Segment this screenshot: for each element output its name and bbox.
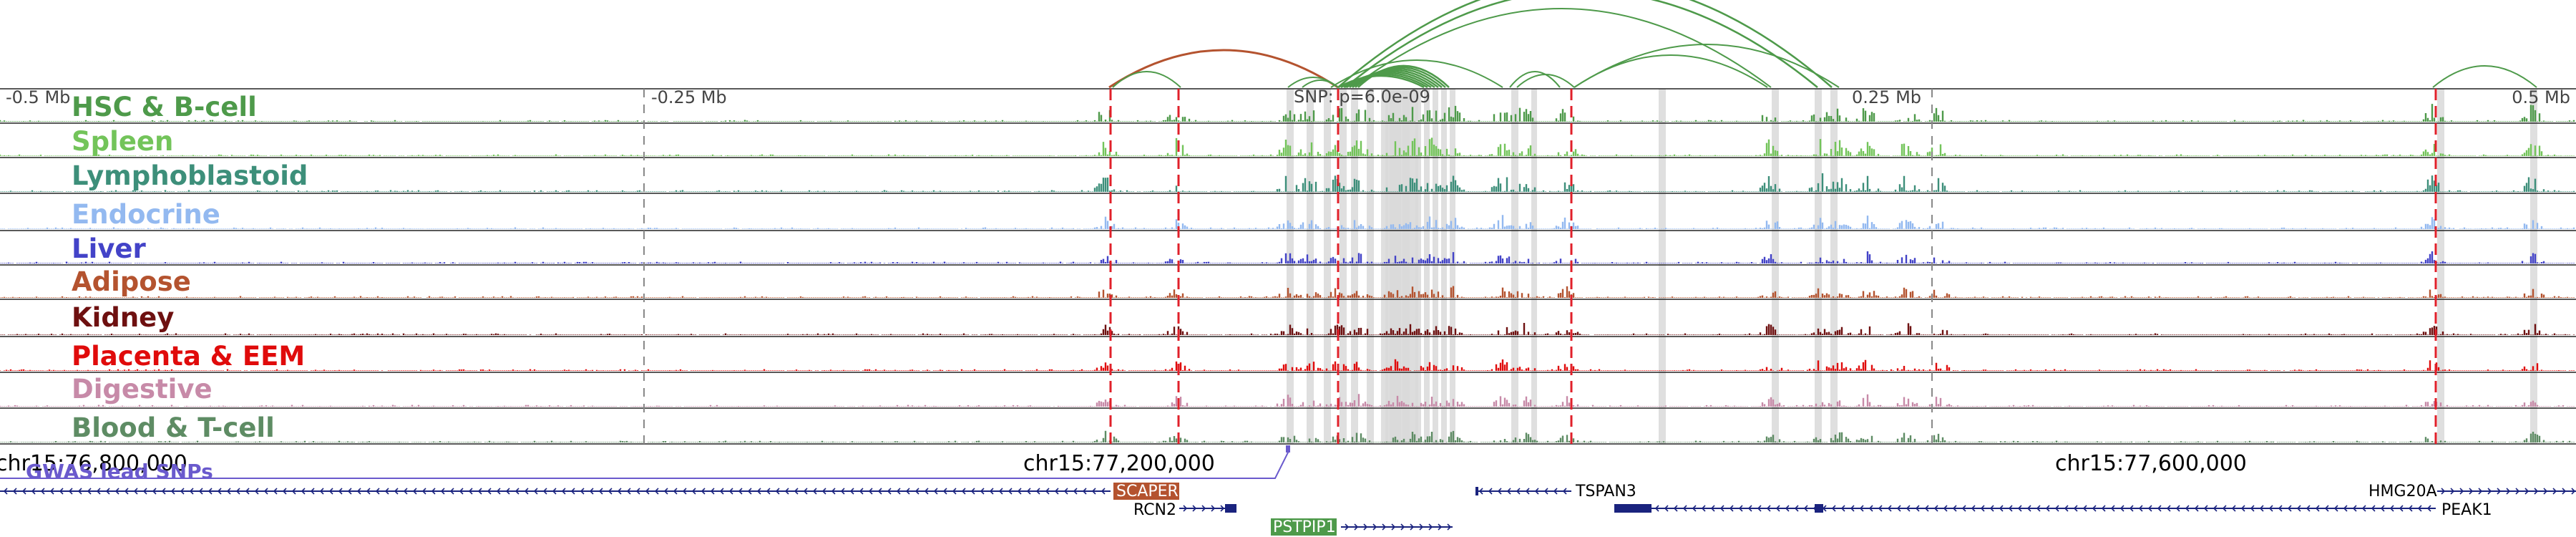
gene-label-bg-pstpip1 — [1271, 518, 1337, 536]
highlight-column — [1433, 89, 1438, 444]
scaper-gene-arrows — [3, 488, 1106, 495]
axis-mark-minus-0-5: -0.5 Mb — [6, 87, 70, 107]
snp-p-value-label: SNP: p=6.0e-09 — [1294, 87, 1430, 107]
track-signal-4 — [0, 251, 2575, 263]
track-label-adipose: Adipose — [72, 266, 191, 297]
loop-arc — [1346, 70, 1435, 89]
axis-mark-0-25: 0.25 Mb — [1852, 87, 1921, 107]
highlight-column — [1830, 89, 1838, 444]
track-signal-3 — [0, 215, 2575, 229]
highlight-column — [1307, 89, 1314, 444]
axis-mark-0-5: 0.5 Mb — [2512, 87, 2570, 107]
coordinate-label-2: chr15:77,200,000 — [1023, 451, 1215, 476]
loop-arc — [1357, 64, 1450, 88]
track-signal-0 — [0, 104, 2575, 122]
loop-arc — [1349, 69, 1439, 88]
loop-arc — [1574, 54, 1768, 88]
highlight-column — [1450, 89, 1455, 444]
track-signal-8 — [0, 394, 2575, 407]
highlight-column — [1424, 89, 1430, 444]
coordinate-label-1: chr15:76,800,000 — [0, 451, 187, 476]
gene-label-hmg20a: HMG20A — [2368, 483, 2437, 500]
accessibility-peaks — [0, 104, 2575, 442]
loop-arc — [1352, 8, 1772, 88]
highlight-column — [1351, 89, 1358, 444]
highlight-column — [1287, 89, 1294, 444]
track-signal-6 — [0, 323, 2575, 335]
tspan3-gene-exon — [1475, 487, 1478, 495]
peak1-gene-exon — [1815, 504, 1823, 513]
gene-label-rcn2: RCN2 — [1133, 501, 1176, 519]
loop-arc — [1509, 71, 1561, 88]
loop-arc — [1345, 0, 1818, 88]
loop-arc — [2432, 65, 2537, 88]
track-label-blood-t-cell: Blood & T-cell — [72, 412, 275, 443]
highlight-column — [1367, 89, 1374, 444]
highlight-column — [2437, 89, 2444, 444]
rcn2-gene-exon — [1225, 504, 1236, 513]
track-label-endocrine: Endocrine — [72, 199, 220, 230]
track-label-liver: Liver — [72, 233, 146, 264]
gene-track — [0, 487, 2576, 531]
track-label-placenta-eem: Placenta & EEM — [72, 341, 305, 372]
gwas-track: GWAS lead SNPs — [0, 445, 1290, 483]
loop-arc — [1355, 66, 1446, 88]
gwas-link-line — [0, 449, 1290, 479]
track-label-spleen: Spleen — [72, 126, 173, 157]
gene-label-scaper: SCAPER — [1116, 483, 1179, 500]
chromatin-loops — [1108, 0, 2537, 89]
highlight-column — [1324, 89, 1331, 444]
track-signal-9 — [0, 430, 2575, 442]
highlight-column — [1511, 89, 1518, 444]
track-label-lymphoblastoid: Lymphoblastoid — [72, 160, 308, 191]
loop-arc — [1516, 74, 1575, 88]
gene-label-peak1: PEAK1 — [2441, 501, 2492, 519]
track-separators — [0, 88, 2576, 445]
axis-mark-minus-0-25: -0.25 Mb — [651, 87, 727, 107]
loop-arc — [1337, 0, 1833, 88]
gwas-snp-marker — [1286, 445, 1290, 453]
highlight-column — [1381, 89, 1388, 444]
highlight-column — [1659, 89, 1666, 444]
track-labels: HSC & B-cell Spleen Lymphoblastoid Endoc… — [72, 92, 308, 443]
track-label-digestive: Digestive — [72, 374, 213, 405]
peak1-gene-exon — [1614, 504, 1652, 513]
highlight-column — [1815, 89, 1822, 444]
gene-label-tspan3: TSPAN3 — [1575, 483, 1636, 500]
highlight-column — [1441, 89, 1447, 444]
track-signal-1 — [0, 137, 2575, 156]
loop-arc — [1108, 49, 1339, 89]
highlight-column — [1340, 89, 1347, 444]
track-signal-2 — [0, 173, 2575, 192]
gene-label-bg-scaper — [1113, 483, 1179, 500]
track-signal-5 — [0, 286, 2575, 298]
track-signal-7 — [0, 359, 2575, 371]
highlight-column — [1772, 89, 1779, 444]
hmg20a-gene-arrows — [2441, 488, 2576, 495]
highlight-column — [1531, 89, 1537, 444]
track-label-hsc-b-cell: HSC & B-cell — [72, 92, 257, 122]
highlight-column — [2530, 89, 2537, 444]
gene-label-pstpip1: PSTPIP1 — [1273, 518, 1336, 536]
pstpip1-gene-arrows — [1345, 523, 1452, 531]
coordinate-label-3: chr15:77,600,000 — [2055, 451, 2247, 476]
tspan3-gene-arrows — [1478, 488, 1567, 495]
loop-arc — [1112, 71, 1181, 88]
snp-highlight-columns — [1287, 89, 2537, 444]
dashed-markers — [643, 89, 2437, 444]
gwas-track-label: GWAS lead SNPs — [26, 460, 213, 483]
rcn2-gene-arrows — [1183, 505, 1234, 512]
track-label-kidney: Kidney — [72, 302, 174, 333]
